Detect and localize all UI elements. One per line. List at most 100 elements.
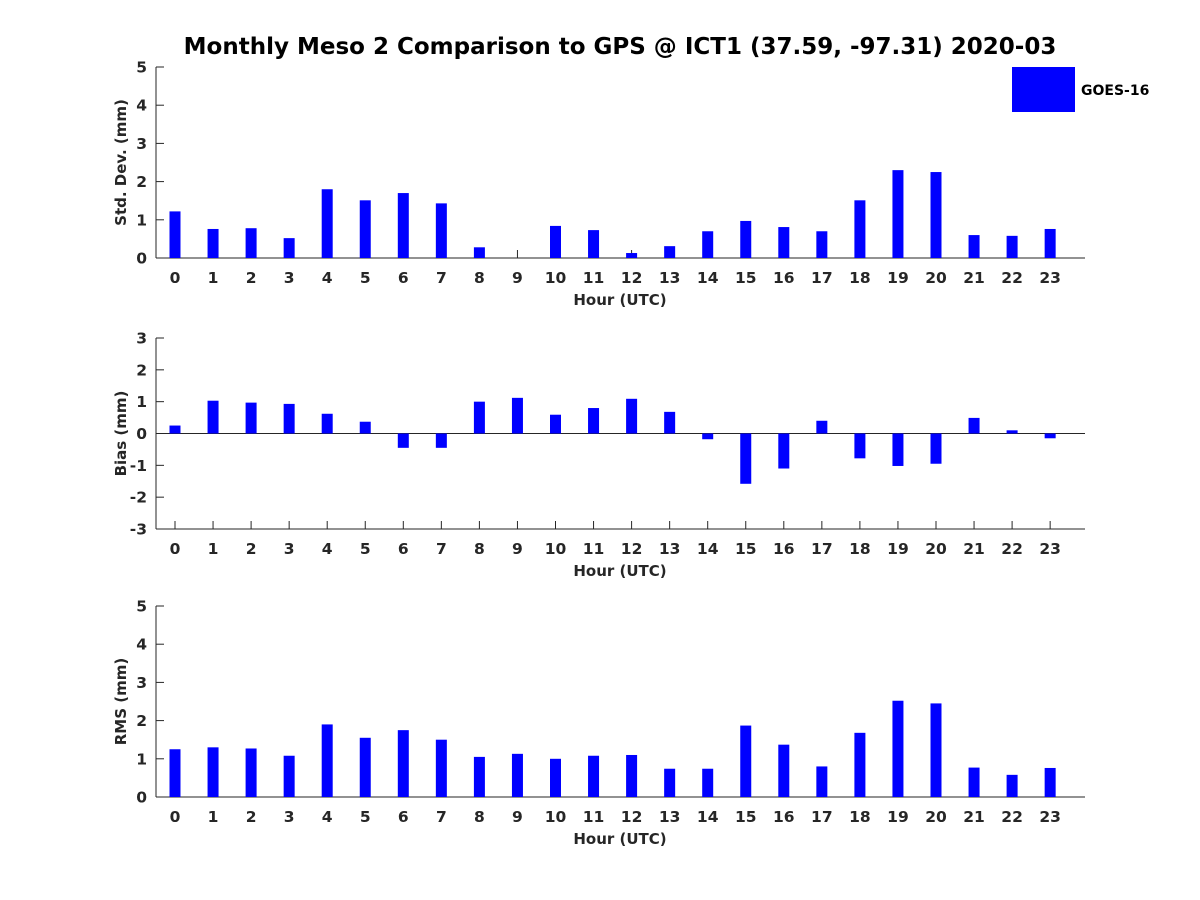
bar-std-dev-hour-15	[740, 220, 752, 258]
y-tick-label: 1	[136, 393, 147, 411]
bar-bias-hour-18	[854, 433, 866, 459]
bar-rms-hour-4	[321, 724, 333, 797]
bar-bias-hour-13	[664, 411, 676, 434]
x-tick-label: 17	[811, 540, 833, 558]
x-tick-label: 5	[360, 269, 371, 287]
bar-bias-hour-6	[397, 433, 409, 448]
bar-rms-hour-15	[740, 725, 752, 797]
bar-bias-hour-17	[816, 420, 828, 434]
chart-title: Monthly Meso 2 Comparison to GPS @ ICT1 …	[184, 34, 1057, 60]
bar-rms-hour-17	[816, 766, 828, 797]
x-tick-label: 13	[659, 269, 681, 287]
bar-rms-hour-11	[588, 755, 600, 797]
bar-bias-hour-19	[892, 433, 904, 466]
x-tick-label: 14	[697, 540, 719, 558]
bar-std-dev-hour-0	[169, 211, 181, 258]
bar-rms-hour-21	[968, 767, 980, 797]
y-tick-label: -2	[130, 489, 147, 507]
bar-rms-hour-2	[245, 748, 257, 797]
x-tick-label: 20	[925, 540, 947, 558]
bar-bias-hour-12	[626, 398, 638, 434]
x-tick-label: 7	[436, 808, 447, 826]
bar-rms-hour-5	[359, 737, 371, 797]
bar-bias-hour-3	[283, 403, 295, 434]
x-tick-label: 12	[621, 808, 643, 826]
x-tick-label: 0	[170, 540, 181, 558]
x-tick-label: 1	[208, 540, 219, 558]
x-tick-label: 14	[697, 808, 719, 826]
x-tick-label: 5	[360, 808, 371, 826]
bar-rms-hour-3	[283, 755, 295, 797]
y-tick-label: 3	[136, 135, 147, 153]
y-tick-label: 0	[136, 250, 147, 268]
bar-std-dev-hour-3	[283, 238, 295, 258]
x-tick-label: 8	[474, 269, 485, 287]
x-tick-label: 6	[398, 808, 409, 826]
bar-rms-hour-6	[397, 730, 409, 797]
y-tick-label: 1	[136, 750, 147, 768]
bar-bias-hour-8	[473, 401, 485, 434]
bar-rms-hour-9	[511, 753, 523, 797]
x-tick-label: 7	[436, 540, 447, 558]
bar-std-dev-hour-11	[588, 230, 600, 258]
x-tick-label: 0	[170, 269, 181, 287]
bar-rms-hour-1	[207, 747, 219, 797]
bar-bias-hour-23	[1044, 433, 1056, 439]
x-axis-label: Hour (UTC)	[573, 830, 666, 848]
legend-label: GOES-16	[1081, 83, 1149, 99]
x-tick-label: 19	[887, 540, 909, 558]
x-tick-label: 19	[887, 808, 909, 826]
bar-bias-hour-1	[207, 400, 219, 434]
x-tick-label: 9	[512, 808, 523, 826]
y-tick-label: 4	[136, 97, 147, 115]
bar-bias-hour-21	[968, 417, 980, 434]
bar-std-dev-hour-4	[321, 189, 333, 258]
x-tick-label: 6	[398, 540, 409, 558]
x-tick-label: 1	[208, 269, 219, 287]
y-tick-label: 0	[136, 425, 147, 443]
bar-bias-hour-4	[321, 413, 333, 434]
y-tick-label: -3	[130, 521, 147, 539]
x-tick-label: 23	[1039, 540, 1061, 558]
bar-std-dev-hour-8	[473, 247, 485, 258]
x-tick-label: 4	[322, 540, 333, 558]
bar-std-dev-hour-6	[397, 193, 409, 258]
x-tick-label: 4	[322, 269, 333, 287]
x-tick-label: 11	[583, 808, 605, 826]
bar-bias-hour-0	[169, 425, 181, 434]
x-tick-label: 0	[170, 808, 181, 826]
bar-rms-hour-14	[702, 768, 714, 797]
bar-bias-hour-5	[359, 421, 371, 434]
y-tick-label: 4	[136, 636, 147, 654]
x-tick-label: 16	[773, 269, 795, 287]
bar-std-dev-hour-21	[968, 235, 980, 258]
bar-std-dev-hour-16	[778, 227, 790, 258]
bar-std-dev-hour-17	[816, 231, 828, 258]
y-tick-label: 2	[136, 712, 147, 730]
x-tick-label: 21	[963, 269, 985, 287]
bar-rms-hour-20	[930, 703, 942, 797]
x-tick-label: 7	[436, 269, 447, 287]
x-tick-label: 8	[474, 808, 485, 826]
bar-std-dev-hour-20	[930, 172, 942, 258]
x-tick-label: 3	[284, 808, 295, 826]
bar-std-dev-hour-10	[550, 225, 561, 258]
x-tick-label: 18	[849, 269, 871, 287]
bar-bias-hour-14	[702, 433, 714, 440]
x-tick-label: 8	[474, 540, 485, 558]
x-tick-label: 19	[887, 269, 909, 287]
bar-bias-hour-15	[740, 433, 752, 484]
bar-rms-hour-8	[473, 756, 485, 797]
x-tick-label: 2	[246, 540, 257, 558]
x-tick-label: 12	[621, 540, 643, 558]
bar-std-dev-hour-12	[626, 253, 638, 258]
bar-bias-hour-11	[588, 408, 600, 434]
x-tick-label: 20	[925, 269, 947, 287]
x-tick-label: 16	[773, 808, 795, 826]
bar-bias-hour-7	[435, 433, 447, 448]
bar-rms-hour-16	[778, 744, 790, 797]
x-tick-label: 12	[621, 269, 643, 287]
